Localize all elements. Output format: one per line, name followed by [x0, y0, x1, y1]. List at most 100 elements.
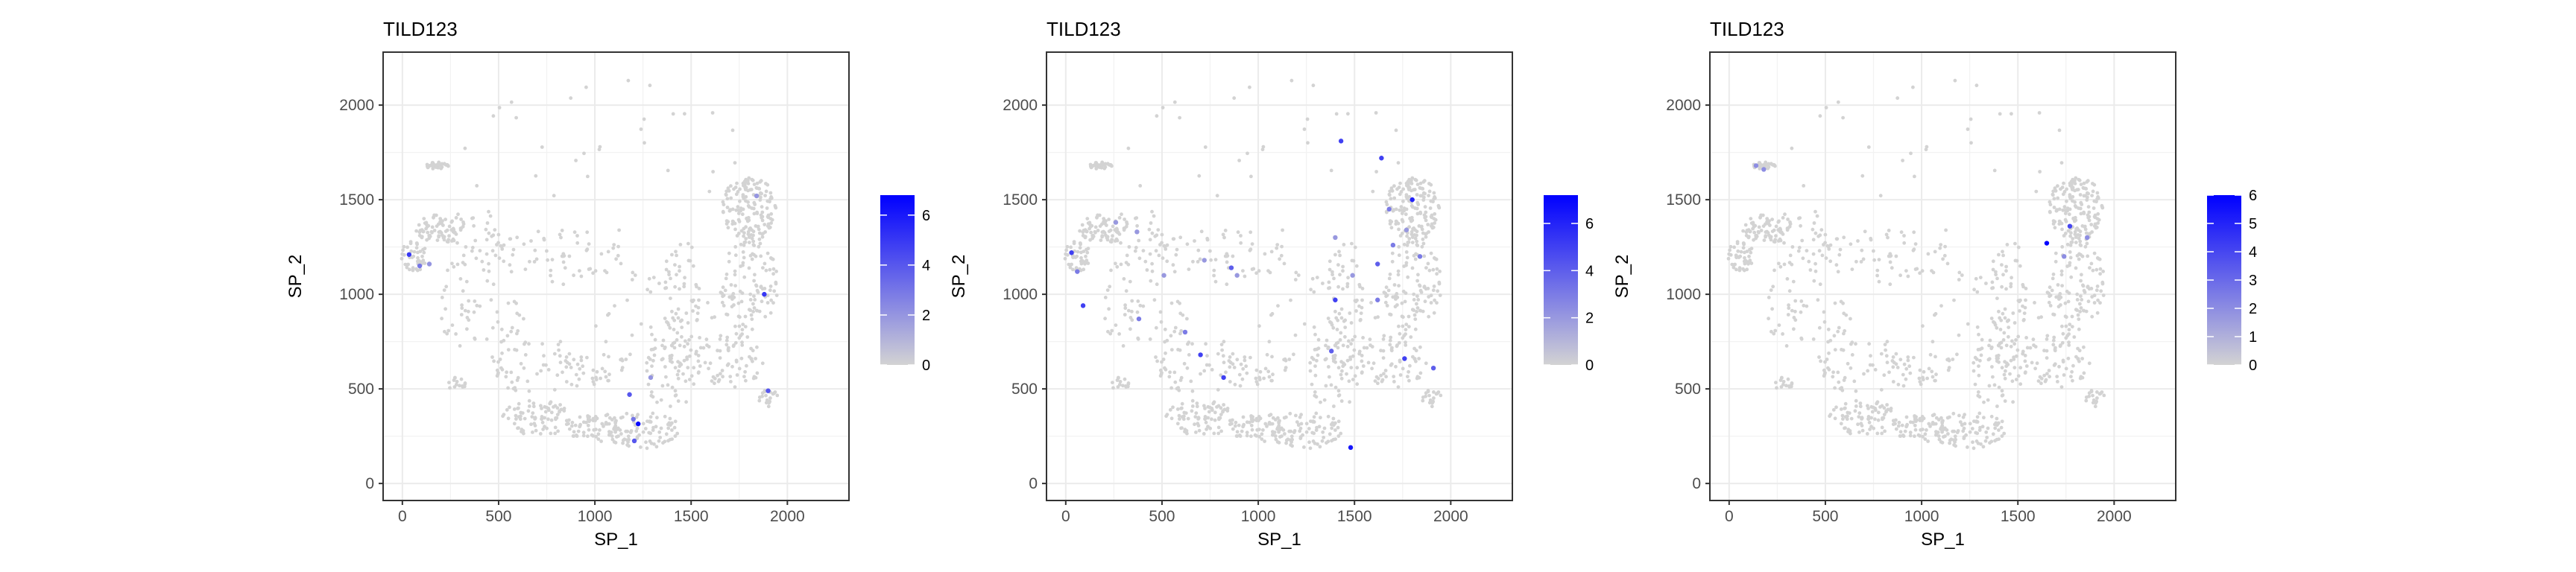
background-spot	[1934, 430, 1938, 433]
background-spot	[2018, 382, 2023, 387]
background-spot	[1330, 273, 1334, 277]
y-tick-label: 2000	[339, 97, 374, 114]
background-spot	[421, 247, 425, 252]
background-spot	[1349, 366, 1354, 369]
background-spot	[1157, 253, 1161, 258]
background-spot	[751, 233, 755, 238]
background-spot	[651, 395, 655, 399]
background-spot	[1225, 282, 1229, 287]
background-spot	[2060, 340, 2065, 345]
background-spot	[719, 372, 722, 376]
background-spot	[1784, 344, 1789, 348]
background-spot	[1876, 418, 1881, 422]
background-spot	[1327, 365, 1330, 369]
background-spot	[1396, 269, 1401, 273]
background-spot	[1163, 327, 1167, 331]
background-spot	[540, 420, 545, 425]
background-spot	[1182, 361, 1187, 366]
background-spot	[1402, 242, 1407, 247]
background-spot	[1216, 387, 1220, 392]
background-spot	[1913, 434, 1916, 439]
background-spot	[1840, 413, 1845, 418]
background-spot	[747, 266, 751, 270]
expression-point	[2062, 254, 2067, 259]
background-spot	[1416, 298, 1421, 302]
background-spot	[631, 413, 634, 418]
background-spot	[1266, 369, 1271, 374]
background-spot	[510, 380, 514, 384]
background-spot	[509, 370, 514, 375]
background-spot	[2059, 385, 2064, 389]
background-spot	[1962, 426, 1966, 430]
background-spot	[1235, 358, 1240, 362]
background-spot	[2077, 359, 2081, 363]
background-spot	[1411, 355, 1415, 359]
background-spot	[2085, 198, 2089, 202]
background-spot	[546, 368, 551, 372]
background-spot	[1887, 229, 1891, 232]
background-spot	[1382, 372, 1386, 376]
background-spot	[1216, 425, 1221, 430]
background-spot	[1819, 359, 1823, 363]
background-spot	[1822, 320, 1827, 324]
background-spot	[2078, 302, 2082, 306]
background-spot	[719, 334, 723, 338]
background-spot	[1875, 431, 1880, 436]
background-spot	[678, 343, 682, 348]
background-spot	[2021, 352, 2025, 356]
background-spot	[1310, 430, 1315, 435]
background-spot	[498, 358, 502, 361]
background-spot	[1225, 407, 1230, 410]
background-spot	[535, 372, 539, 376]
background-spot	[1308, 446, 1313, 451]
background-spot	[1394, 297, 1398, 301]
background-spot	[1322, 436, 1326, 439]
background-spot	[1090, 234, 1095, 238]
background-spot	[1791, 279, 1796, 284]
background-spot	[1865, 432, 1869, 436]
background-spot	[1876, 410, 1881, 415]
background-spot	[1823, 360, 1827, 364]
background-spot	[2075, 292, 2080, 296]
background-spot	[459, 217, 463, 221]
expression-point	[417, 263, 423, 269]
background-spot	[2092, 206, 2096, 210]
background-spot	[2024, 370, 2027, 375]
background-spot	[1390, 188, 1395, 193]
background-spot	[1141, 304, 1146, 308]
background-spot	[724, 312, 728, 317]
background-spot	[516, 407, 520, 410]
background-spot	[563, 266, 567, 270]
background-spot	[682, 344, 686, 349]
background-spot	[1972, 446, 1976, 451]
background-spot	[2069, 241, 2074, 244]
background-spot	[739, 299, 744, 304]
background-spot	[1248, 248, 1252, 252]
background-spot	[1315, 358, 1319, 363]
background-spot	[422, 250, 426, 255]
background-spot	[1333, 343, 1337, 348]
background-spot	[2079, 306, 2083, 310]
background-spot	[2087, 218, 2092, 223]
background-spot	[1107, 307, 1111, 311]
background-spot	[497, 256, 502, 260]
background-spot	[1989, 346, 1994, 351]
background-spot	[742, 243, 746, 247]
background-spot	[417, 233, 422, 238]
background-spot	[747, 205, 751, 209]
background-spot	[1992, 383, 1997, 387]
background-spot	[1787, 306, 1791, 311]
background-spot	[1995, 404, 1999, 408]
background-spot	[1899, 230, 1904, 235]
background-spot	[558, 232, 562, 237]
background-spot	[680, 334, 684, 339]
background-spot	[1867, 420, 1872, 425]
background-spot	[1749, 250, 1753, 255]
background-spot	[1221, 232, 1225, 237]
background-spot	[564, 365, 569, 369]
background-spot	[733, 273, 737, 277]
background-spot	[746, 216, 751, 220]
background-spot	[1880, 425, 1884, 430]
background-spot	[2065, 264, 2070, 268]
background-spot	[1289, 434, 1294, 439]
